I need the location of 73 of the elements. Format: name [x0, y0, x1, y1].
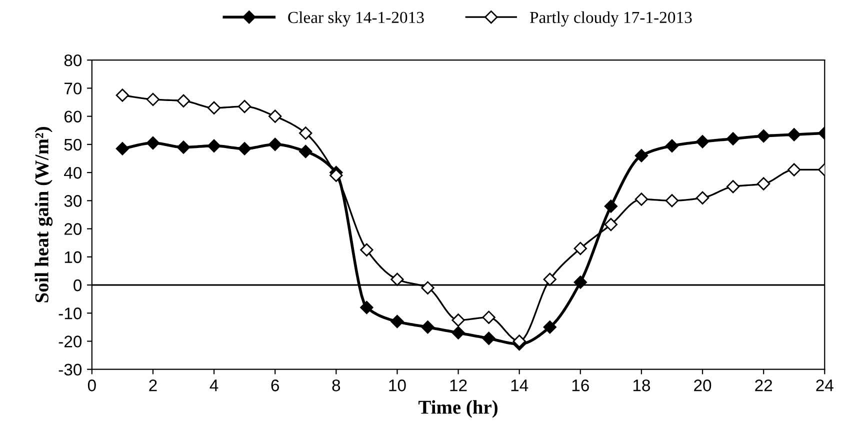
- point: [421, 281, 434, 294]
- y-tick-label: -30: [58, 364, 82, 376]
- x-tick-label: 4: [210, 380, 218, 392]
- x-tick-label: 8: [332, 380, 340, 392]
- point: [268, 138, 282, 152]
- point: [176, 94, 190, 108]
- point: [726, 132, 740, 146]
- point: [360, 300, 374, 314]
- point: [268, 110, 282, 123]
- y-tick-label: 0: [74, 279, 82, 292]
- x-tick-label: 0: [88, 380, 96, 392]
- point: [726, 180, 740, 194]
- x-tick-label: 16: [572, 380, 589, 392]
- x-tick-label: 6: [271, 380, 279, 392]
- point: [330, 168, 343, 182]
- x-tick-label: 22: [755, 380, 772, 392]
- point: [482, 332, 496, 346]
- y-axis-title: Soil heat gain (W/m²): [34, 127, 53, 302]
- point: [146, 92, 160, 106]
- point: [756, 177, 770, 190]
- point: [390, 314, 404, 328]
- point: [116, 142, 130, 156]
- point: [146, 136, 160, 150]
- point: [176, 140, 190, 154]
- point: [574, 276, 587, 289]
- point: [452, 326, 465, 340]
- point: [421, 320, 434, 334]
- point: [360, 243, 374, 256]
- x-axis-title: Time (hr): [418, 400, 498, 418]
- y-tick-label: 20: [64, 223, 82, 235]
- point: [299, 144, 312, 158]
- y-tick-label: -10: [58, 308, 82, 320]
- x-tick-label: 2: [149, 380, 157, 392]
- point: [207, 139, 221, 152]
- point: [482, 310, 496, 324]
- point: [543, 272, 556, 286]
- point: [390, 272, 404, 286]
- y-tick-label: -20: [58, 336, 82, 348]
- x-tick-label: 14: [511, 380, 528, 392]
- point: [452, 314, 465, 327]
- x-tick-label: 12: [450, 380, 467, 392]
- x-tick-label: 18: [633, 380, 650, 392]
- point: [696, 191, 710, 204]
- point: [788, 128, 801, 142]
- point: [299, 126, 312, 140]
- point: [696, 135, 710, 148]
- y-tick-label: 30: [64, 195, 82, 207]
- point: [207, 101, 221, 114]
- point: [634, 149, 648, 162]
- point: [604, 218, 618, 232]
- y-tick-label: 10: [64, 251, 82, 264]
- point: [634, 192, 648, 206]
- point: [604, 200, 618, 213]
- point: [238, 142, 252, 156]
- y-tick-label: 60: [64, 110, 82, 123]
- point: [116, 88, 130, 102]
- point: [238, 100, 252, 114]
- x-tick-label: 10: [389, 380, 406, 392]
- legend-label: Partly cloudy 17-1-2013: [530, 11, 692, 27]
- point: [665, 139, 679, 152]
- point: [665, 194, 679, 208]
- x-tick-label: 24: [816, 380, 834, 392]
- y-tick-label: 50: [64, 138, 82, 151]
- y-tick-label: 80: [64, 54, 82, 66]
- point: [574, 242, 587, 256]
- point: [756, 129, 770, 143]
- legend-label: Clear sky 14-1-2013: [288, 11, 424, 27]
- point: [512, 334, 526, 348]
- x-tick-label: 20: [694, 380, 712, 392]
- y-tick-label: 70: [64, 82, 82, 94]
- point: [788, 163, 801, 176]
- point: [543, 320, 556, 334]
- y-tick-label: 40: [64, 166, 82, 179]
